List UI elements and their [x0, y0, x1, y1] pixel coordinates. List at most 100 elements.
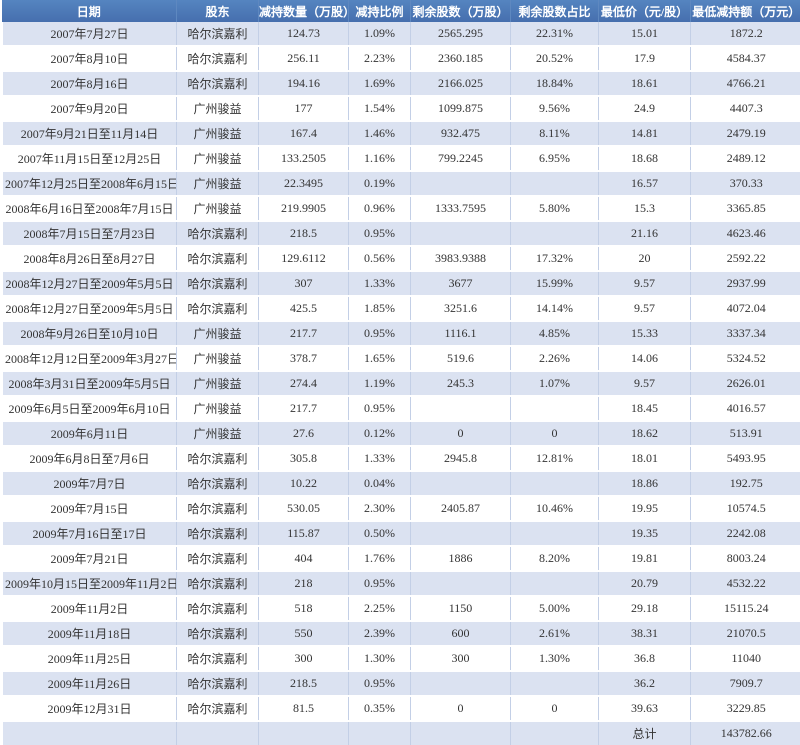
cell: [511, 396, 599, 421]
cell: 2009年11月25日: [2, 646, 177, 671]
cell: 广州骏益: [177, 146, 259, 171]
cell: 2009年11月18日: [2, 621, 177, 646]
cell: 广州骏益: [177, 321, 259, 346]
cell: 6.95%: [511, 146, 599, 171]
cell: 0.19%: [349, 171, 411, 196]
cell: 519.6: [411, 346, 511, 371]
cell: 21.16: [599, 221, 691, 246]
cell: 4584.37: [691, 46, 800, 71]
cell: 8.20%: [511, 546, 599, 571]
cell: 22.31%: [511, 22, 599, 46]
header-cell: 日期: [2, 0, 177, 22]
cell: 10.22: [259, 471, 349, 496]
cell: 5.00%: [511, 596, 599, 621]
cell: [511, 471, 599, 496]
cell: 14.06: [599, 346, 691, 371]
cell: 广州骏益: [177, 121, 259, 146]
cell: 15.3: [599, 196, 691, 221]
table-header-row: 日期股东减持数量（万股）减持比例剩余股数（万股）剩余股数占比最低价（元/股）最低…: [2, 0, 800, 22]
cell: 218: [259, 571, 349, 596]
cell: 广州骏益: [177, 371, 259, 396]
cell: 17.32%: [511, 246, 599, 271]
cell: 1.16%: [349, 146, 411, 171]
cell: 哈尔滨嘉利: [177, 621, 259, 646]
cell: 0: [411, 696, 511, 721]
total-empty-cell: [511, 721, 599, 745]
cell: 1.33%: [349, 271, 411, 296]
cell: 550: [259, 621, 349, 646]
total-label: 总计: [599, 721, 691, 745]
cell: 0.95%: [349, 396, 411, 421]
cell: 11040: [691, 646, 800, 671]
cell: 7909.7: [691, 671, 800, 696]
cell: 哈尔滨嘉利: [177, 22, 259, 46]
cell: 2360.185: [411, 46, 511, 71]
cell: 广州骏益: [177, 346, 259, 371]
cell: 15.33: [599, 321, 691, 346]
cell: 0: [511, 696, 599, 721]
cell: 18.01: [599, 446, 691, 471]
cell: 27.6: [259, 421, 349, 446]
cell: 38.31: [599, 621, 691, 646]
cell: 广州骏益: [177, 421, 259, 446]
cell: 1333.7595: [411, 196, 511, 221]
cell: 15.99%: [511, 271, 599, 296]
cell: 12.81%: [511, 446, 599, 471]
cell: 4072.04: [691, 296, 800, 321]
cell: 2007年8月16日: [2, 71, 177, 96]
cell: 0.12%: [349, 421, 411, 446]
cell: 8003.24: [691, 546, 800, 571]
cell: 哈尔滨嘉利: [177, 521, 259, 546]
cell: 799.2245: [411, 146, 511, 171]
cell: 18.86: [599, 471, 691, 496]
cell: 2009年7月7日: [2, 471, 177, 496]
cell: 194.16: [259, 71, 349, 96]
cell: 256.11: [259, 46, 349, 71]
cell: 2.30%: [349, 496, 411, 521]
cell: 3251.6: [411, 296, 511, 321]
cell: 5493.95: [691, 446, 800, 471]
cell: 0: [411, 421, 511, 446]
cell: 4016.57: [691, 396, 800, 421]
cell: 哈尔滨嘉利: [177, 446, 259, 471]
cell: 18.84%: [511, 71, 599, 96]
cell: [411, 221, 511, 246]
cell: 600: [411, 621, 511, 646]
cell: 2008年7月15日至7月23日: [2, 221, 177, 246]
cell: [411, 471, 511, 496]
cell: 3229.85: [691, 696, 800, 721]
shareholder-reduction-table: 日期股东减持数量（万股）减持比例剩余股数（万股）剩余股数占比最低价（元/股）最低…: [0, 0, 800, 704]
cell: 17.9: [599, 46, 691, 71]
cell: 哈尔滨嘉利: [177, 596, 259, 621]
cell: 2008年12月27日至2009年5月5日: [2, 271, 177, 296]
cell: 192.75: [691, 471, 800, 496]
cell: 1.69%: [349, 71, 411, 96]
total-empty-cell: [177, 721, 259, 745]
cell: 哈尔滨嘉利: [177, 296, 259, 321]
cell: 哈尔滨嘉利: [177, 571, 259, 596]
header-cell: 最低价（元/股）: [599, 0, 691, 22]
cell: 2.23%: [349, 46, 411, 71]
cell: 9.57: [599, 371, 691, 396]
cell: 4623.46: [691, 221, 800, 246]
cell: 1150: [411, 596, 511, 621]
cell: 2.39%: [349, 621, 411, 646]
cell: 哈尔滨嘉利: [177, 471, 259, 496]
cell: 19.95: [599, 496, 691, 521]
cell: 2565.295: [411, 22, 511, 46]
cell: 29.18: [599, 596, 691, 621]
cell: 2009年11月2日: [2, 596, 177, 621]
